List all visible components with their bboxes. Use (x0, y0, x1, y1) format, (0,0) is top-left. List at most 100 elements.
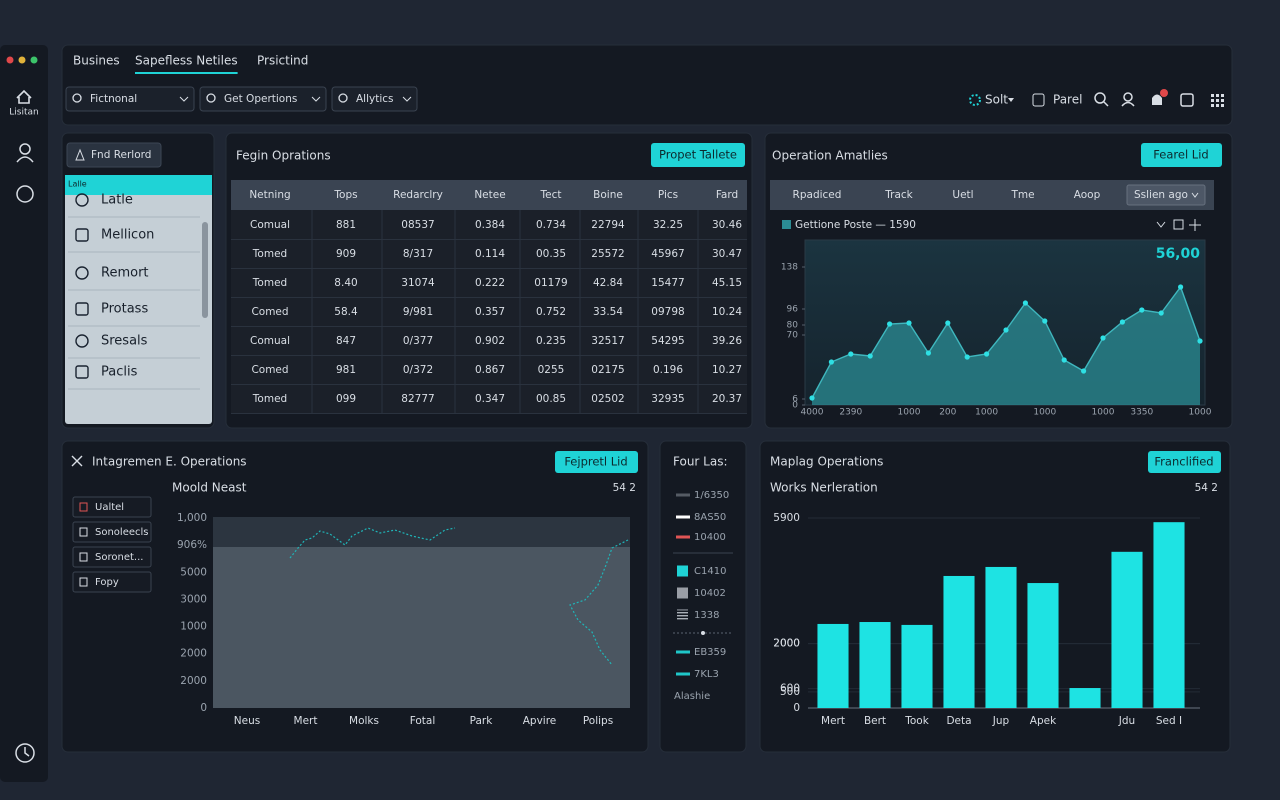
panel-button[interactable] (1148, 451, 1221, 473)
scrollbar[interactable] (202, 222, 208, 318)
nav-tab[interactable]: Sapefless Netiles (135, 54, 238, 68)
bar[interactable] (1153, 522, 1185, 708)
x-tick-label: Jdu (1118, 715, 1135, 727)
data-point[interactable] (867, 353, 873, 359)
column-header[interactable]: Netee (474, 189, 505, 201)
bar[interactable] (859, 622, 891, 708)
option-button[interactable] (72, 546, 152, 568)
column-header[interactable]: Redarclry (393, 189, 443, 201)
home-icon[interactable] (16, 89, 32, 104)
chart-tab[interactable]: Track (884, 189, 913, 201)
bar[interactable] (943, 575, 975, 708)
data-point[interactable] (945, 320, 951, 326)
add-icon[interactable] (1189, 219, 1201, 231)
collapse-icon[interactable] (1156, 221, 1166, 228)
data-point[interactable] (1061, 357, 1067, 363)
data-point[interactable] (1100, 335, 1106, 341)
data-point[interactable] (984, 351, 990, 357)
nav-tab[interactable]: Prsictind (257, 54, 308, 68)
data-point[interactable] (1081, 368, 1087, 374)
caret (311, 96, 321, 102)
window-icon[interactable] (1180, 93, 1194, 107)
table-cell: 32517 (591, 335, 624, 347)
data-point[interactable] (1042, 318, 1048, 324)
data-point[interactable] (925, 350, 932, 356)
table-cell: 099 (336, 393, 356, 405)
bar[interactable] (901, 624, 933, 708)
legend-label[interactable]: 10400 (694, 532, 726, 543)
chart-tab[interactable]: Rpadiced (793, 189, 842, 201)
close-icon[interactable] (71, 455, 83, 467)
bar[interactable] (1027, 583, 1059, 708)
table-cell: Comual (250, 335, 290, 347)
bar[interactable] (1111, 551, 1143, 708)
data-point[interactable] (1197, 338, 1203, 344)
bar[interactable] (817, 623, 849, 708)
menu-button[interactable] (66, 142, 162, 168)
panel-button-label: Propet Tallete (659, 148, 737, 162)
panel-button[interactable] (651, 143, 745, 167)
chart-tab[interactable]: Uetl (952, 189, 973, 201)
data-point[interactable] (809, 395, 815, 401)
checkbox[interactable] (1032, 93, 1045, 107)
apps-icon[interactable] (1211, 94, 1224, 107)
data-point[interactable] (1178, 284, 1184, 290)
clock-icon[interactable] (15, 743, 35, 763)
bell-icon[interactable] (1152, 94, 1162, 106)
expand-icon[interactable] (1173, 219, 1184, 230)
legend-label[interactable]: 7KL3 (694, 669, 719, 680)
chart-tab[interactable]: Aoop (1074, 189, 1101, 201)
panel-toggle[interactable]: Parel (1053, 93, 1082, 107)
dropdown[interactable] (1126, 184, 1206, 206)
user-icon[interactable] (19, 143, 31, 155)
data-point[interactable] (848, 351, 854, 357)
filter-dropdown[interactable] (65, 86, 195, 112)
panel-button[interactable] (555, 451, 638, 473)
legend-label[interactable]: C1410 (694, 566, 726, 577)
menu-icon (75, 334, 89, 348)
column-header[interactable]: Fard (716, 189, 738, 201)
filter-dropdown[interactable] (199, 86, 327, 112)
search-icon[interactable] (1094, 92, 1106, 104)
data-point[interactable] (1022, 300, 1028, 306)
table-cell: 0.235 (536, 335, 566, 347)
bar[interactable] (985, 566, 1017, 708)
bar[interactable] (1069, 688, 1101, 708)
data-point[interactable] (1158, 310, 1164, 316)
data-point[interactable] (887, 321, 893, 327)
menu-item[interactable] (66, 184, 200, 216)
y-tick-label: 0 (200, 702, 207, 714)
sort-label[interactable]: Solt (985, 93, 1008, 107)
legend-label[interactable]: 1338 (694, 610, 719, 621)
legend-label[interactable]: EB359 (694, 647, 726, 658)
settings-icon[interactable] (969, 94, 981, 106)
column-header[interactable]: Tops (333, 189, 357, 201)
y-tick-label: 0 (793, 702, 800, 714)
filter-label: Get Opertions (224, 93, 297, 105)
panel-button[interactable] (1141, 143, 1222, 167)
gauge-icon[interactable] (16, 185, 34, 203)
column-header[interactable]: Netning (249, 189, 290, 201)
legend-label[interactable]: 8AS50 (694, 512, 726, 523)
option-button[interactable] (72, 571, 152, 593)
data-point[interactable] (1119, 319, 1125, 325)
user-icon[interactable] (1123, 92, 1133, 102)
legend-label[interactable]: 1/6350 (694, 490, 729, 501)
table-cell: Tomed (252, 393, 287, 405)
column-header[interactable]: Boine (593, 189, 623, 201)
option-button[interactable] (72, 496, 152, 518)
column-header[interactable]: Tect (540, 189, 562, 201)
column-header[interactable]: Pics (658, 189, 678, 201)
legend-label[interactable]: 10402 (694, 588, 726, 599)
data-point[interactable] (828, 359, 835, 365)
nav-tab[interactable]: Busines (73, 54, 120, 68)
sidebar-label: Lisitan (9, 108, 38, 118)
filter-dropdown[interactable] (331, 86, 418, 112)
chart-tab[interactable]: Tme (1010, 189, 1034, 201)
data-point[interactable] (964, 354, 970, 360)
data-point[interactable] (906, 320, 912, 326)
data-point[interactable] (1003, 327, 1009, 333)
option-label: Soronet... (95, 552, 143, 563)
option-button[interactable] (72, 521, 152, 543)
data-point[interactable] (1139, 307, 1145, 313)
